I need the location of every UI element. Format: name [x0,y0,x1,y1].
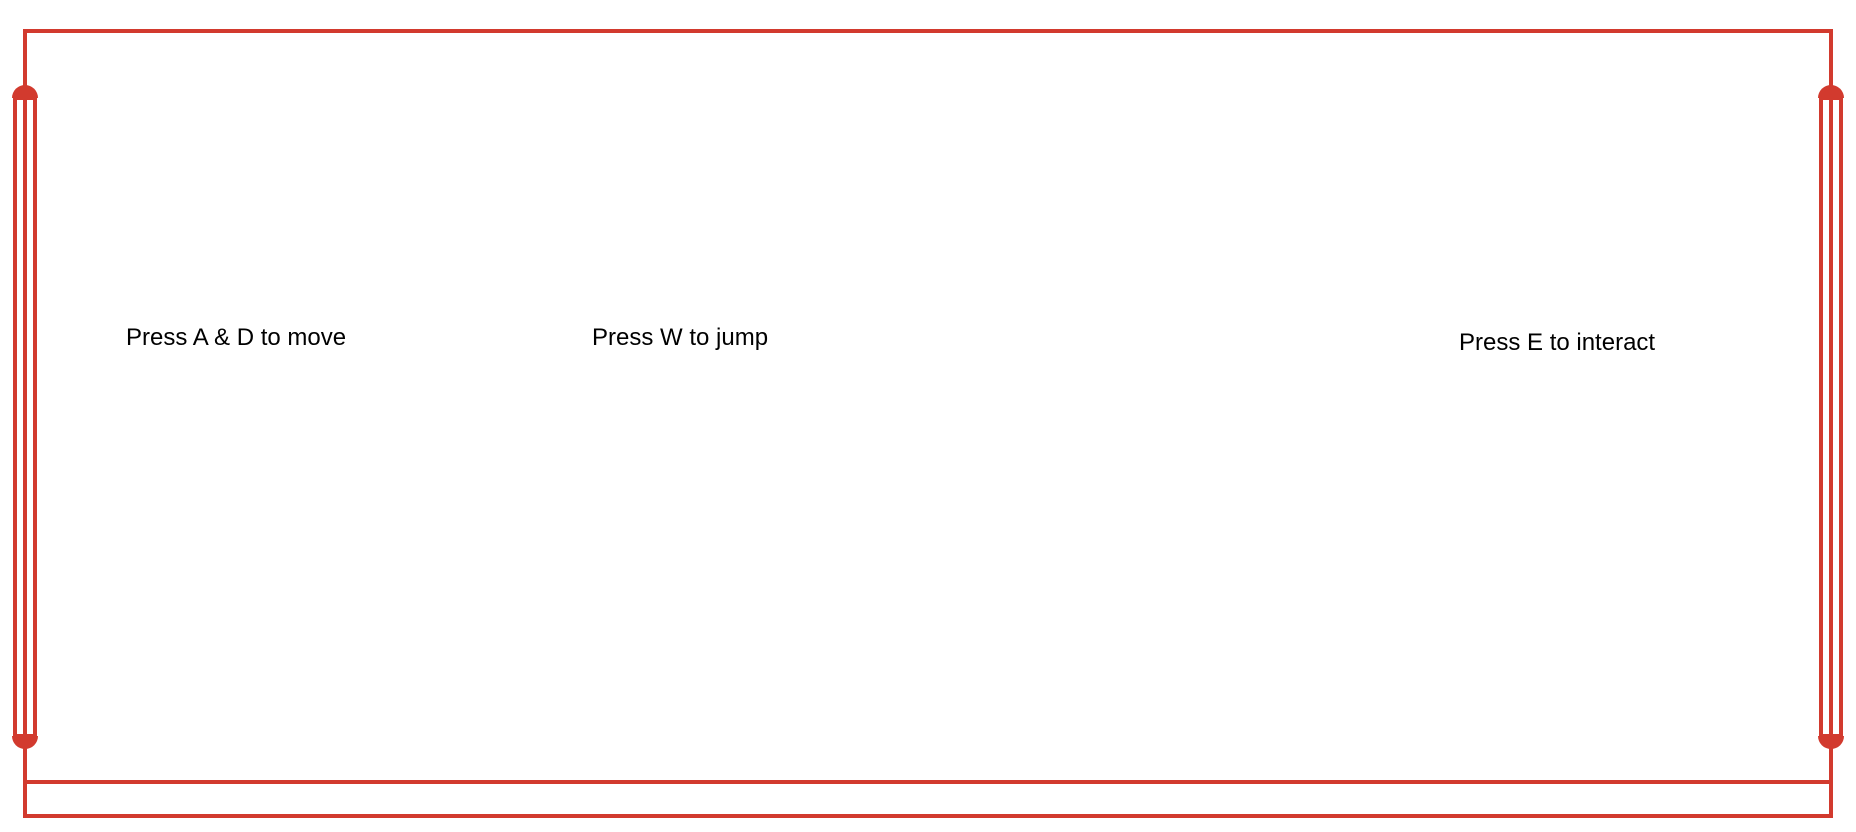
right-door-top-cap [1818,85,1844,98]
right-door-bottom-cap [1818,736,1844,749]
move-hint-text: Press A & D to move [126,324,347,351]
jump-hint-text: Press W to jump [592,324,769,351]
left-door-bottom-cap [12,736,38,749]
left-door-top-cap [12,85,38,98]
right-door [1818,85,1844,749]
interact-hint-text: Press E to interact [1459,329,1656,356]
room-boundary [23,29,1833,818]
left-door [12,85,38,749]
